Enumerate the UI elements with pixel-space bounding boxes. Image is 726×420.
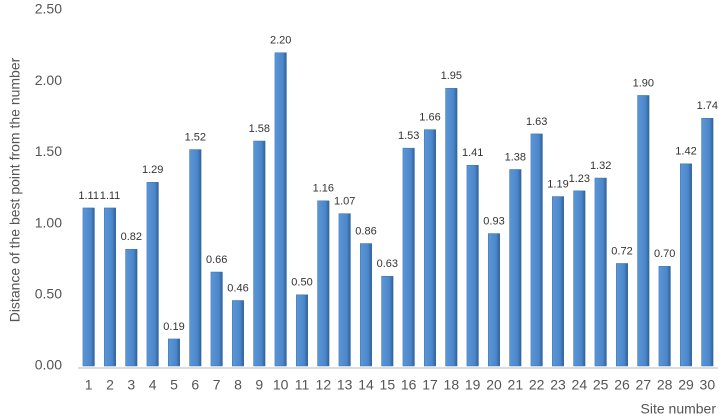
- value-label: 1.58: [249, 123, 270, 135]
- x-tick-label: 20: [486, 377, 502, 393]
- x-tick-label: 12: [316, 377, 332, 393]
- value-label: 0.63: [377, 258, 398, 270]
- value-label: 1.90: [633, 77, 654, 89]
- y-tick-label: 1.50: [35, 143, 62, 159]
- y-axis-label: Distance of the best point from the numb…: [7, 57, 23, 322]
- x-tick-label: 26: [614, 377, 630, 393]
- value-label: 0.46: [227, 282, 248, 294]
- x-tick-label: 23: [550, 377, 566, 393]
- value-label: 0.70: [654, 248, 675, 260]
- bar: [295, 294, 309, 367]
- x-tick-label: 7: [213, 377, 221, 393]
- x-tick-label: 14: [358, 377, 374, 393]
- bar: [551, 196, 565, 367]
- bar: [274, 52, 287, 367]
- value-label: 1.66: [419, 112, 440, 124]
- bar: [359, 243, 373, 367]
- bar: [338, 213, 351, 367]
- x-tick-label: 11: [295, 377, 310, 393]
- bar: [231, 300, 245, 367]
- x-tick-label: 27: [636, 377, 652, 393]
- x-tick-label: 21: [508, 377, 524, 393]
- bar: [594, 177, 607, 367]
- value-label: 2.20: [270, 35, 291, 47]
- bar: [615, 263, 629, 367]
- value-label: 1.07: [334, 196, 355, 208]
- value-label: 1.19: [547, 178, 568, 190]
- value-label: 0.66: [206, 254, 227, 266]
- bar: [317, 200, 330, 367]
- x-tick-label: 13: [337, 377, 353, 393]
- value-label: 1.11: [78, 190, 99, 202]
- x-tick-label: 2: [106, 377, 114, 393]
- x-tick-label: 17: [422, 377, 438, 393]
- y-tick-label: 2.00: [35, 72, 62, 88]
- x-tick-label: 25: [593, 377, 609, 393]
- x-tick-label: 10: [273, 377, 289, 393]
- bar: [381, 276, 394, 367]
- value-label: 1.16: [313, 183, 334, 195]
- bar: [530, 133, 543, 367]
- value-label: 1.29: [142, 164, 163, 176]
- x-tick-label: 4: [149, 377, 157, 393]
- x-tick-label: 5: [170, 377, 178, 393]
- x-tick-label: 19: [465, 377, 481, 393]
- value-label: 1.63: [526, 116, 547, 128]
- x-tick-label: 16: [401, 377, 417, 393]
- x-tick-label: 28: [657, 377, 673, 393]
- bar: [82, 207, 95, 367]
- value-label: 0.50: [291, 277, 312, 289]
- value-label: 1.52: [185, 131, 206, 143]
- bar: [487, 233, 501, 367]
- bar: [253, 140, 266, 367]
- bar: [658, 266, 671, 367]
- x-tick-label: 1: [85, 377, 93, 393]
- y-tick-label: 0.50: [35, 286, 62, 302]
- bar: [103, 207, 117, 367]
- bar: [146, 182, 159, 367]
- x-tick-label: 29: [678, 377, 694, 393]
- x-tick-label: 15: [380, 377, 396, 393]
- x-tick-label: 24: [572, 377, 588, 393]
- value-label: 1.32: [590, 160, 611, 172]
- bar: [423, 129, 437, 367]
- bar: [210, 271, 223, 367]
- y-tick-label: 0.00: [35, 357, 62, 373]
- bar: [509, 169, 522, 367]
- value-label: 1.53: [398, 130, 419, 142]
- value-label: 0.86: [355, 225, 376, 237]
- bar: [701, 117, 714, 367]
- bar: [466, 164, 479, 367]
- x-tick-label: 3: [127, 377, 135, 393]
- bar: [167, 338, 181, 367]
- value-label: 0.82: [121, 231, 142, 243]
- x-tick-label: 22: [529, 377, 545, 393]
- value-label: 1.95: [441, 70, 462, 82]
- value-label: 0.19: [163, 321, 184, 333]
- bar: [445, 88, 458, 367]
- value-label: 1.74: [697, 100, 718, 112]
- bar: [573, 190, 586, 367]
- bar: [125, 248, 138, 367]
- value-label: 1.11: [100, 190, 121, 202]
- x-tick-label: 8: [234, 377, 242, 393]
- value-label: 1.41: [462, 147, 483, 159]
- bar: [637, 95, 650, 367]
- y-tick-label: 2.50: [35, 1, 62, 17]
- x-tick-label: 18: [444, 377, 460, 393]
- x-tick-label: 9: [255, 377, 263, 393]
- bar: [189, 149, 202, 367]
- bar: [679, 163, 693, 367]
- y-tick-label: 1.00: [35, 214, 62, 230]
- value-label: 0.72: [611, 245, 632, 257]
- value-label: 1.38: [505, 151, 526, 163]
- bar: [402, 147, 415, 367]
- value-label: 1.42: [675, 146, 696, 158]
- x-tick-label: 30: [700, 377, 716, 393]
- x-axis-label: Site number: [641, 401, 717, 417]
- x-tick-label: 6: [191, 377, 199, 393]
- value-label: 1.23: [569, 173, 590, 185]
- value-label: 0.93: [483, 215, 504, 227]
